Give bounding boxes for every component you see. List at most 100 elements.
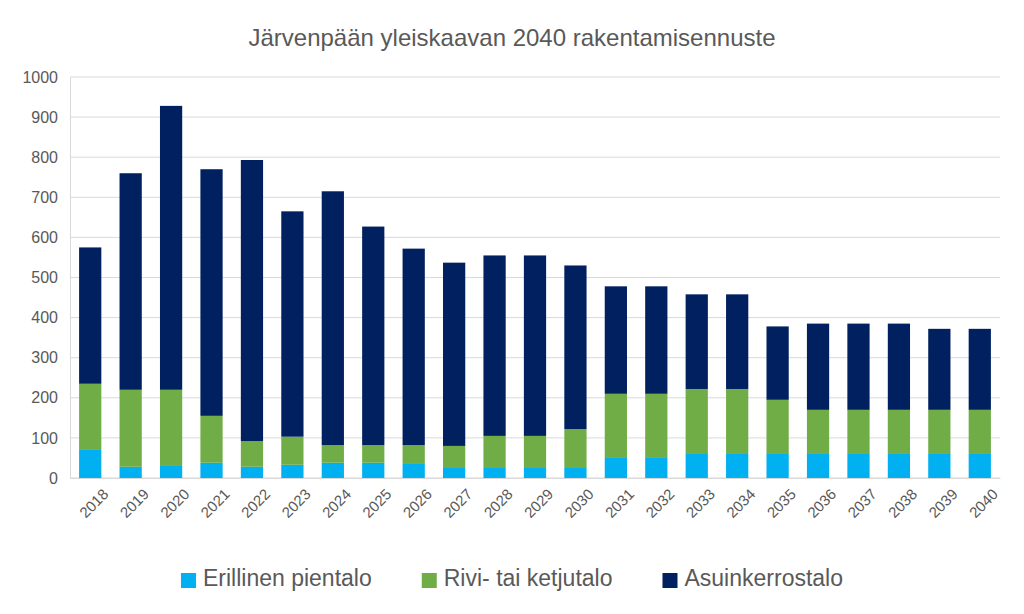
y-tick-label: 700 bbox=[31, 189, 58, 206]
bar bbox=[564, 429, 586, 468]
x-tick-label: 2019 bbox=[116, 485, 152, 521]
bar bbox=[686, 294, 708, 389]
x-tick-label: 2027 bbox=[440, 485, 476, 521]
x-axis-line bbox=[71, 478, 1001, 479]
x-tick-label: 2029 bbox=[521, 485, 557, 521]
bar bbox=[807, 324, 829, 410]
x-tick-label: 2020 bbox=[157, 485, 193, 521]
bar bbox=[120, 467, 142, 478]
x-tick: 2023 bbox=[278, 478, 314, 521]
x-tick-label: 2024 bbox=[319, 485, 355, 521]
bar bbox=[847, 410, 869, 453]
bar bbox=[524, 468, 546, 478]
plot: 0100200300400500600700800900100020182019… bbox=[22, 69, 1001, 521]
legend-swatch bbox=[181, 573, 196, 588]
bar bbox=[200, 463, 222, 478]
x-tick-label: 2034 bbox=[723, 485, 759, 521]
x-tick-label: 2025 bbox=[359, 485, 395, 521]
bar bbox=[241, 441, 263, 467]
bar bbox=[200, 169, 222, 416]
legend-item: Asuinkerrostalo bbox=[662, 565, 843, 591]
y-axis: 01002003004005006007008009001000 bbox=[22, 69, 70, 487]
series bbox=[79, 106, 991, 446]
bar bbox=[79, 247, 101, 383]
bar bbox=[281, 211, 303, 436]
x-tick-label: 2031 bbox=[602, 485, 638, 521]
bar bbox=[403, 249, 425, 445]
bar bbox=[200, 416, 222, 463]
bar bbox=[524, 436, 546, 468]
bar bbox=[281, 465, 303, 478]
x-tick-label: 2028 bbox=[480, 485, 516, 521]
y-tick: 700 bbox=[31, 189, 70, 206]
bar bbox=[564, 265, 586, 429]
bar bbox=[888, 410, 910, 453]
x-tick-label: 2023 bbox=[278, 485, 314, 521]
bar bbox=[241, 160, 263, 441]
bar bbox=[160, 390, 182, 466]
x-tick: 2024 bbox=[319, 478, 355, 521]
bar bbox=[403, 464, 425, 478]
x-tick-label: 2030 bbox=[561, 485, 597, 521]
bar bbox=[969, 410, 991, 453]
bar bbox=[888, 324, 910, 410]
x-tick: 2026 bbox=[399, 478, 435, 521]
bar bbox=[120, 390, 142, 467]
x-tick-label: 2032 bbox=[642, 485, 678, 521]
bar bbox=[483, 468, 505, 478]
bar bbox=[524, 255, 546, 435]
bar bbox=[928, 329, 950, 410]
x-tick: 2025 bbox=[359, 478, 395, 521]
chart: Järvenpään yleiskaavan 2040 rakentamisen… bbox=[0, 0, 1024, 614]
x-tick: 2018 bbox=[76, 478, 112, 521]
legend-item: Rivi- tai ketjutalo bbox=[422, 565, 613, 591]
y-tick: 300 bbox=[31, 349, 70, 366]
x-tick-label: 2035 bbox=[763, 485, 799, 521]
x-tick-label: 2036 bbox=[804, 485, 840, 521]
y-tick: 800 bbox=[31, 149, 70, 166]
bar bbox=[564, 468, 586, 478]
y-tick-label: 600 bbox=[31, 229, 58, 246]
legend-swatch bbox=[662, 573, 677, 588]
x-tick: 2020 bbox=[157, 478, 193, 521]
legend-item: Erillinen pientalo bbox=[181, 565, 372, 591]
x-axis: 2018201920202021202220232024202520262027… bbox=[71, 478, 1002, 521]
x-tick: 2019 bbox=[116, 478, 152, 521]
bar bbox=[322, 191, 344, 445]
y-axis-line bbox=[70, 78, 71, 479]
bar bbox=[443, 446, 465, 468]
bar bbox=[847, 324, 869, 410]
x-tick: 2038 bbox=[885, 478, 921, 521]
y-tick-label: 400 bbox=[31, 309, 58, 326]
x-tick-label: 2021 bbox=[197, 485, 233, 521]
bar bbox=[928, 410, 950, 453]
grid-line bbox=[70, 117, 1000, 118]
bars bbox=[79, 106, 991, 478]
bar bbox=[645, 394, 667, 457]
legend-label: Erillinen pientalo bbox=[203, 565, 372, 591]
bar bbox=[403, 445, 425, 464]
bar bbox=[120, 173, 142, 390]
bar bbox=[726, 294, 748, 389]
bar bbox=[241, 467, 263, 478]
grid-line bbox=[70, 157, 1000, 158]
x-tick: 2040 bbox=[965, 478, 1001, 521]
x-tick: 2031 bbox=[602, 478, 638, 521]
title: Järvenpään yleiskaavan 2040 rakentamisen… bbox=[248, 24, 775, 51]
x-tick: 2027 bbox=[440, 478, 476, 521]
bar bbox=[807, 453, 829, 478]
bar bbox=[969, 329, 991, 410]
x-tick-label: 2026 bbox=[399, 485, 435, 521]
y-tick-label: 300 bbox=[31, 349, 58, 366]
bar bbox=[766, 326, 788, 399]
x-tick-label: 2040 bbox=[965, 485, 1001, 521]
bar bbox=[847, 453, 869, 478]
bar bbox=[969, 453, 991, 478]
bar bbox=[605, 394, 627, 457]
y-tick: 200 bbox=[31, 389, 70, 406]
bar bbox=[645, 286, 667, 393]
bar bbox=[160, 466, 182, 478]
y-tick: 1000 bbox=[22, 69, 70, 86]
x-tick: 2028 bbox=[480, 478, 516, 521]
x-tick: 2037 bbox=[844, 478, 880, 521]
